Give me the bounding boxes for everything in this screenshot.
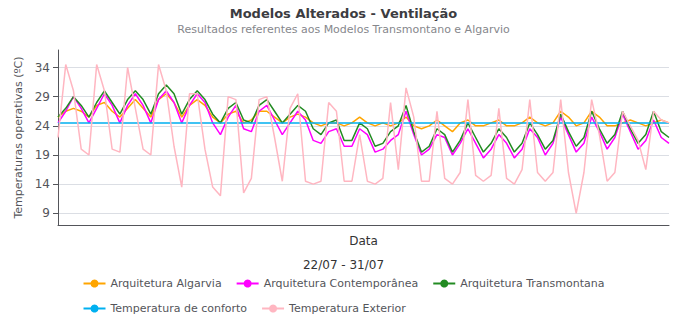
svg-text:Temperatura Exterior: Temperatura Exterior — [288, 302, 406, 315]
svg-text:14: 14 — [35, 177, 50, 191]
svg-text:19: 19 — [35, 148, 50, 162]
svg-text:29: 29 — [35, 90, 50, 104]
svg-text:22/07 - 31/07: 22/07 - 31/07 — [303, 258, 384, 272]
svg-text:34: 34 — [35, 61, 50, 75]
svg-text:Arquitetura Contemporânea: Arquitetura Contemporânea — [264, 277, 419, 290]
svg-text:Arquitetura Algarvia: Arquitetura Algarvia — [111, 277, 222, 290]
svg-text:Modelos Alterados - Ventilação: Modelos Alterados - Ventilação — [230, 6, 458, 21]
svg-text:Data: Data — [349, 234, 378, 248]
svg-text:24: 24 — [35, 119, 50, 133]
svg-text:Temperatura de conforto: Temperatura de conforto — [110, 302, 248, 315]
svg-text:Resultados referentes aos Mode: Resultados referentes aos Modelos Transm… — [177, 23, 510, 36]
svg-text:Arquitetura Transmontana: Arquitetura Transmontana — [460, 277, 604, 290]
svg-text:9: 9 — [42, 206, 50, 220]
svg-text:Temperaturas operativas (ºC): Temperaturas operativas (ºC) — [12, 56, 25, 219]
